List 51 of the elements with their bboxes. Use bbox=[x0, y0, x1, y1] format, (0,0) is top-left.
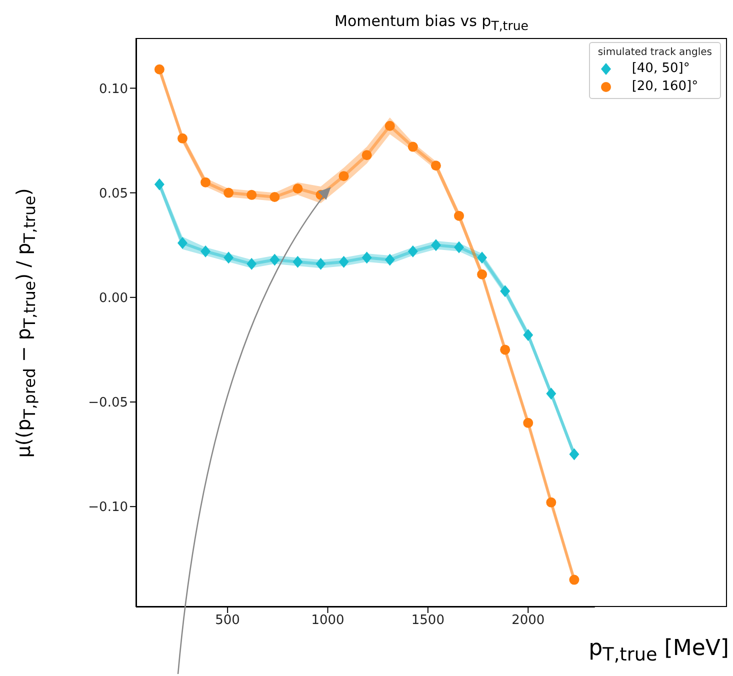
point bbox=[546, 388, 556, 400]
point bbox=[384, 254, 395, 266]
x-tick-label: 500 bbox=[215, 613, 240, 628]
point bbox=[523, 418, 534, 428]
x-tick-label: 1000 bbox=[311, 613, 344, 628]
point bbox=[408, 142, 418, 152]
chart-title: Momentum bias vs p$_{T,true}$ bbox=[334, 12, 528, 33]
point bbox=[408, 245, 418, 258]
point bbox=[569, 448, 580, 460]
point bbox=[338, 171, 349, 182]
point bbox=[362, 150, 372, 160]
x-axis-title: p$_{T,true}$ [MeV] bbox=[588, 636, 729, 666]
point bbox=[246, 190, 257, 200]
point bbox=[523, 329, 534, 342]
point bbox=[270, 192, 280, 202]
y-tick-label: 0.05 bbox=[99, 186, 128, 202]
point bbox=[270, 254, 280, 266]
point bbox=[430, 160, 441, 171]
point bbox=[500, 344, 510, 355]
point bbox=[500, 285, 510, 298]
x-tick-label: 2000 bbox=[512, 613, 545, 628]
point bbox=[454, 241, 464, 254]
point bbox=[200, 177, 211, 188]
y-tick-label: −0.10 bbox=[88, 500, 128, 516]
point bbox=[338, 256, 349, 268]
y-tick-label: 0.00 bbox=[99, 291, 128, 306]
point bbox=[454, 210, 464, 221]
point bbox=[224, 252, 234, 264]
point bbox=[154, 64, 164, 74]
point bbox=[477, 252, 488, 264]
point bbox=[430, 239, 441, 252]
point bbox=[292, 184, 303, 194]
point bbox=[246, 258, 257, 270]
point bbox=[177, 133, 188, 144]
point bbox=[569, 574, 580, 585]
legend-title: simulated track angles bbox=[598, 47, 712, 58]
point bbox=[154, 178, 164, 190]
y-tick-label: −0.05 bbox=[88, 396, 128, 411]
point bbox=[316, 258, 326, 270]
point bbox=[200, 245, 211, 258]
y-tick-label: 0.10 bbox=[99, 82, 128, 97]
legend-label: [40, 50]° bbox=[632, 61, 690, 76]
point bbox=[292, 256, 303, 268]
point bbox=[477, 269, 488, 280]
x-tick-label: 1500 bbox=[411, 613, 444, 628]
point bbox=[384, 120, 395, 131]
point bbox=[546, 497, 556, 508]
point bbox=[177, 237, 188, 250]
legend-label: [20, 160]° bbox=[632, 79, 698, 94]
point bbox=[362, 252, 372, 264]
point bbox=[224, 188, 234, 198]
